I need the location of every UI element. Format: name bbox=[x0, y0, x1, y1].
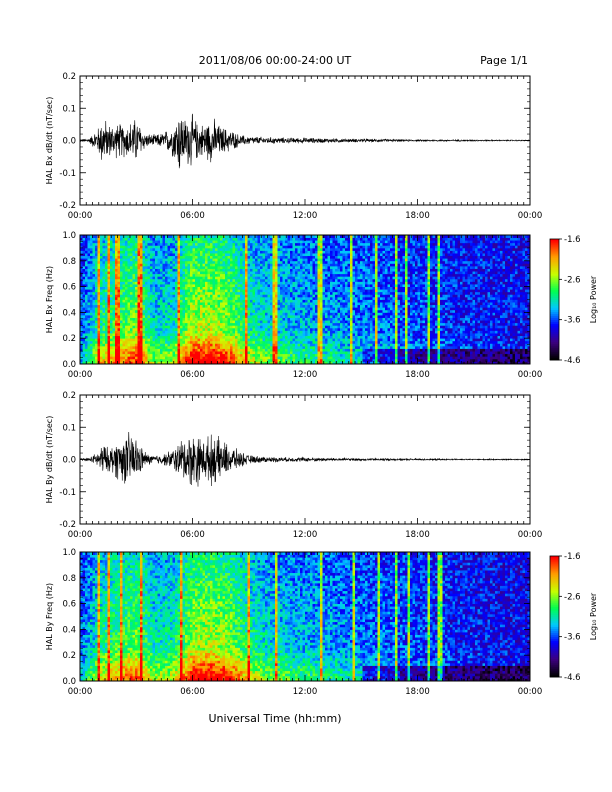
y-tick-label: 0.2 bbox=[62, 651, 76, 661]
colorbar-tick-label: -4.6 bbox=[564, 356, 581, 366]
figure-title: 2011/08/06 00:00-24:00 UT bbox=[199, 54, 352, 67]
y-tick-label: -0.1 bbox=[59, 169, 76, 179]
y-tick-label: -0.2 bbox=[59, 201, 76, 211]
y-tick-label: 0.2 bbox=[62, 334, 76, 344]
bx-spectrogram-panel: -1.6 -2.6 -3.6 -4.6 Log₁₀ Power 00:00 06:00 12:… bbox=[45, 231, 598, 380]
spectrogram-cells bbox=[80, 552, 531, 682]
colorbar-tick-label: -2.6 bbox=[564, 275, 581, 285]
x-tick-label: 00:00 bbox=[68, 687, 93, 697]
x-tick-label: 18:00 bbox=[405, 530, 430, 540]
x-tick-label: 00:00 bbox=[68, 211, 93, 221]
y-tick-label: 0.6 bbox=[62, 283, 76, 293]
colorbar bbox=[549, 555, 560, 678]
dbdt-trace bbox=[79, 431, 531, 487]
x-tick-label: 06:00 bbox=[180, 530, 205, 540]
x-tick-label: 12:00 bbox=[293, 687, 318, 697]
y-axis-label: HAL Bx dB/dt (nT/sec) bbox=[45, 97, 54, 185]
by-dbdt-panel: 00:00 06:00 12:00 18:00 00:00 0.2 0.1 0.0 -0.1 -0… bbox=[45, 391, 542, 540]
x-tick-label: 18:00 bbox=[405, 211, 430, 221]
dbdt-trace bbox=[79, 113, 531, 169]
y-axis-label: HAL By dB/dt (nT/sec) bbox=[45, 416, 54, 504]
colorbar bbox=[549, 238, 560, 361]
y-tick-label: 0.1 bbox=[62, 423, 76, 433]
colorbar-tick-label: -2.6 bbox=[564, 592, 581, 602]
y-tick-label: 0.0 bbox=[62, 456, 76, 466]
bx-dbdt-panel: 00:00 06:00 12:00 18:00 00:00 0.2 0.1 0.0 -0.1 -0… bbox=[45, 72, 542, 221]
spectrogram-cells bbox=[80, 235, 531, 365]
x-tick-label: 00:00 bbox=[518, 370, 543, 380]
by-spectrogram-panel: -1.6 -2.6 -3.6 -4.6 Log₁₀ Power 00:00 06:00 12:… bbox=[45, 548, 598, 697]
colorbar-tick-label: -1.6 bbox=[564, 235, 581, 245]
y-tick-label: 0.4 bbox=[62, 625, 76, 635]
y-tick-label: 1.0 bbox=[62, 548, 76, 558]
page-indicator: Page 1/1 bbox=[480, 54, 528, 67]
y-tick-label: 1.0 bbox=[62, 231, 76, 241]
x-tick-label: 18:00 bbox=[405, 687, 430, 697]
x-tick-label: 00:00 bbox=[68, 370, 93, 380]
x-axis-title: Universal Time (hh:mm) bbox=[209, 712, 342, 725]
colorbar-tick-label: -3.6 bbox=[564, 316, 581, 326]
colorbar-tick-label: -1.6 bbox=[564, 552, 581, 562]
y-tick-label: 0.2 bbox=[62, 391, 76, 401]
x-tick-label: 12:00 bbox=[293, 370, 318, 380]
y-tick-label: -0.2 bbox=[59, 520, 76, 530]
x-tick-label: 06:00 bbox=[180, 211, 205, 221]
x-tick-label: 12:00 bbox=[293, 530, 318, 540]
colorbar-label: Log₁₀ Power bbox=[589, 275, 598, 323]
y-tick-label: 0.6 bbox=[62, 600, 76, 610]
y-axis-label: HAL Bx Freq (Hz) bbox=[45, 266, 54, 333]
y-tick-label: -0.1 bbox=[59, 488, 76, 498]
y-tick-label: 0.0 bbox=[62, 360, 76, 370]
x-tick-label: 12:00 bbox=[293, 211, 318, 221]
colorbar-label: Log₁₀ Power bbox=[589, 592, 598, 640]
y-tick-label: 0.0 bbox=[62, 137, 76, 147]
x-tick-label: 18:00 bbox=[405, 370, 430, 380]
x-tick-label: 00:00 bbox=[518, 530, 543, 540]
colorbar-tick-label: -3.6 bbox=[564, 633, 581, 643]
y-tick-label: 0.1 bbox=[62, 104, 76, 114]
y-tick-label: 0.4 bbox=[62, 308, 76, 318]
colorbar-tick-label: -4.6 bbox=[564, 673, 581, 683]
x-tick-label: 00:00 bbox=[518, 687, 543, 697]
y-tick-label: 0.0 bbox=[62, 677, 76, 687]
y-tick-label: 0.8 bbox=[62, 257, 76, 267]
x-tick-label: 00:00 bbox=[518, 211, 543, 221]
x-tick-label: 06:00 bbox=[180, 370, 205, 380]
y-axis-label: HAL By Freq (Hz) bbox=[45, 583, 54, 650]
y-tick-label: 0.8 bbox=[62, 574, 76, 584]
x-tick-label: 06:00 bbox=[180, 687, 205, 697]
x-tick-label: 00:00 bbox=[68, 530, 93, 540]
y-tick-label: 0.2 bbox=[62, 72, 76, 82]
